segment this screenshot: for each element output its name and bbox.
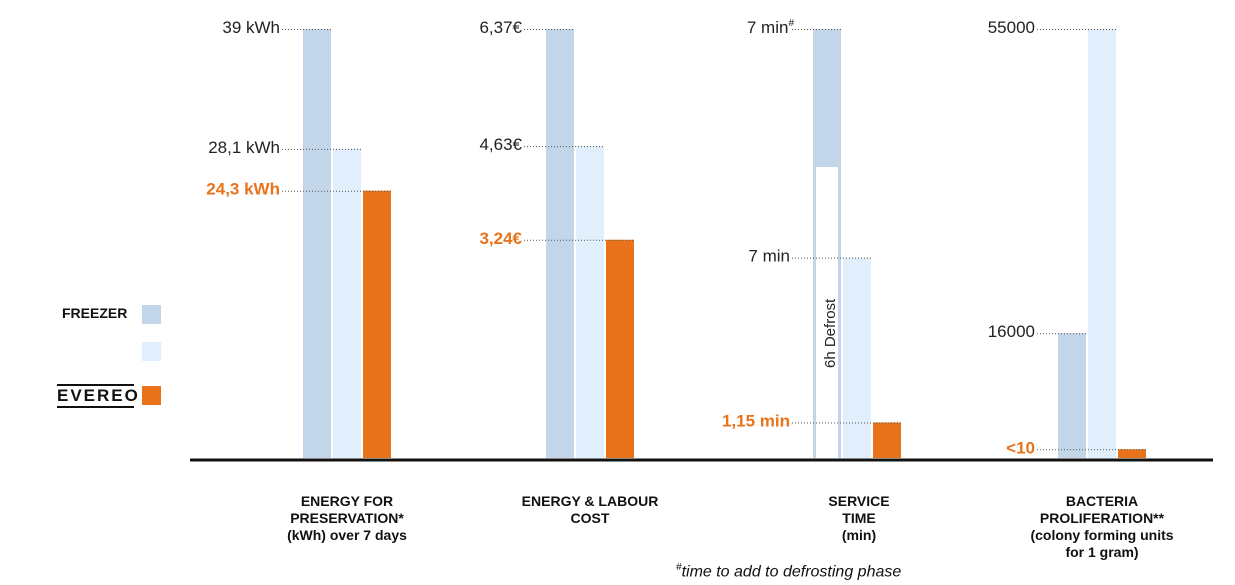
category-title-line: (kWh) over 7 days xyxy=(287,527,407,543)
bar-1-0 xyxy=(546,29,574,458)
category-title-line: (min) xyxy=(841,527,877,543)
value-label-2-0: 7 min# xyxy=(747,18,795,37)
value-label-1-2: 3,24€ xyxy=(479,229,522,248)
category-title-energy-labour-cost: ENERGY & LABOUR COST xyxy=(490,493,690,527)
service-time-footnote: #time to add to defrosting phase xyxy=(676,562,901,581)
category-title-line: SERVICE xyxy=(828,493,890,509)
value-label-1-0: 6,37€ xyxy=(479,18,522,37)
category-title-service-time: SERVICE TIME (min) xyxy=(759,493,959,544)
bars-layer xyxy=(303,29,1146,459)
value-label-3-0: 16000 xyxy=(988,322,1035,341)
legend-freezer-swatch xyxy=(142,305,161,324)
bar-1-1 xyxy=(576,146,604,459)
leader-lines-layer xyxy=(282,29,1146,451)
value-label-0-2: 24,3 kWh xyxy=(206,180,280,199)
category-title-line: ENERGY FOR xyxy=(300,493,394,509)
bar-0-1 xyxy=(333,148,361,458)
value-label-3-2: <10 xyxy=(1006,438,1035,457)
bar-0-2 xyxy=(363,190,391,458)
bar-3-1 xyxy=(1088,29,1116,458)
legend-freezer-label: FREEZER xyxy=(62,305,128,321)
value-label-2-1: 7 min xyxy=(748,247,790,266)
evereo-logo-overline xyxy=(57,384,134,386)
value-label-3-1: 55000 xyxy=(988,18,1035,37)
value-labels-layer: 39 kWh 28,1 kWh 24,3 kWh 6,37€ 4,63€ 3,24€ 7 m… xyxy=(206,18,1035,457)
category-title-line: PRESERVATION* xyxy=(290,510,404,526)
category-title-line: COST xyxy=(570,510,610,526)
bar-3-2 xyxy=(1118,449,1146,458)
bar-0-0 xyxy=(303,29,331,458)
value-label-1-1: 4,63€ xyxy=(479,135,522,154)
category-title-line: (colony forming units xyxy=(1030,527,1174,543)
category-title-energy-preservation: ENERGY FOR PRESERVATION* (kWh) over 7 days xyxy=(247,493,447,544)
footnote-marker: # xyxy=(676,562,682,573)
value-label-0-0: 39 kWh xyxy=(222,18,280,37)
category-title-line: for 1 gram) xyxy=(1065,544,1139,560)
bar-1-2 xyxy=(606,239,634,458)
evereo-logo: EVEREO xyxy=(57,386,140,405)
footnote-text: time to add to defrosting phase xyxy=(681,563,902,581)
evereo-logo-underline xyxy=(57,406,134,408)
bar-2-2 xyxy=(873,422,901,458)
value-label-0-1: 28,1 kWh xyxy=(208,138,280,157)
category-title-bacteria: BACTERIA PROLIFERATION** (colony forming u… xyxy=(1002,493,1202,561)
category-title-line: TIME xyxy=(842,510,876,526)
defrost-label: 6h Defrost xyxy=(822,298,839,368)
bar-3-0 xyxy=(1058,333,1086,458)
category-title-line: PROLIFERATION** xyxy=(1039,510,1165,526)
value-label-2-2: 1,15 min xyxy=(722,411,790,430)
legend-evereo-swatch xyxy=(142,386,161,405)
bar-2-1 xyxy=(843,257,871,458)
defrost-phase-bar xyxy=(816,167,838,458)
legend-second-swatch xyxy=(142,342,161,361)
category-title-line: BACTERIA xyxy=(1065,493,1139,509)
category-title-line: ENERGY & LABOUR xyxy=(521,493,659,509)
